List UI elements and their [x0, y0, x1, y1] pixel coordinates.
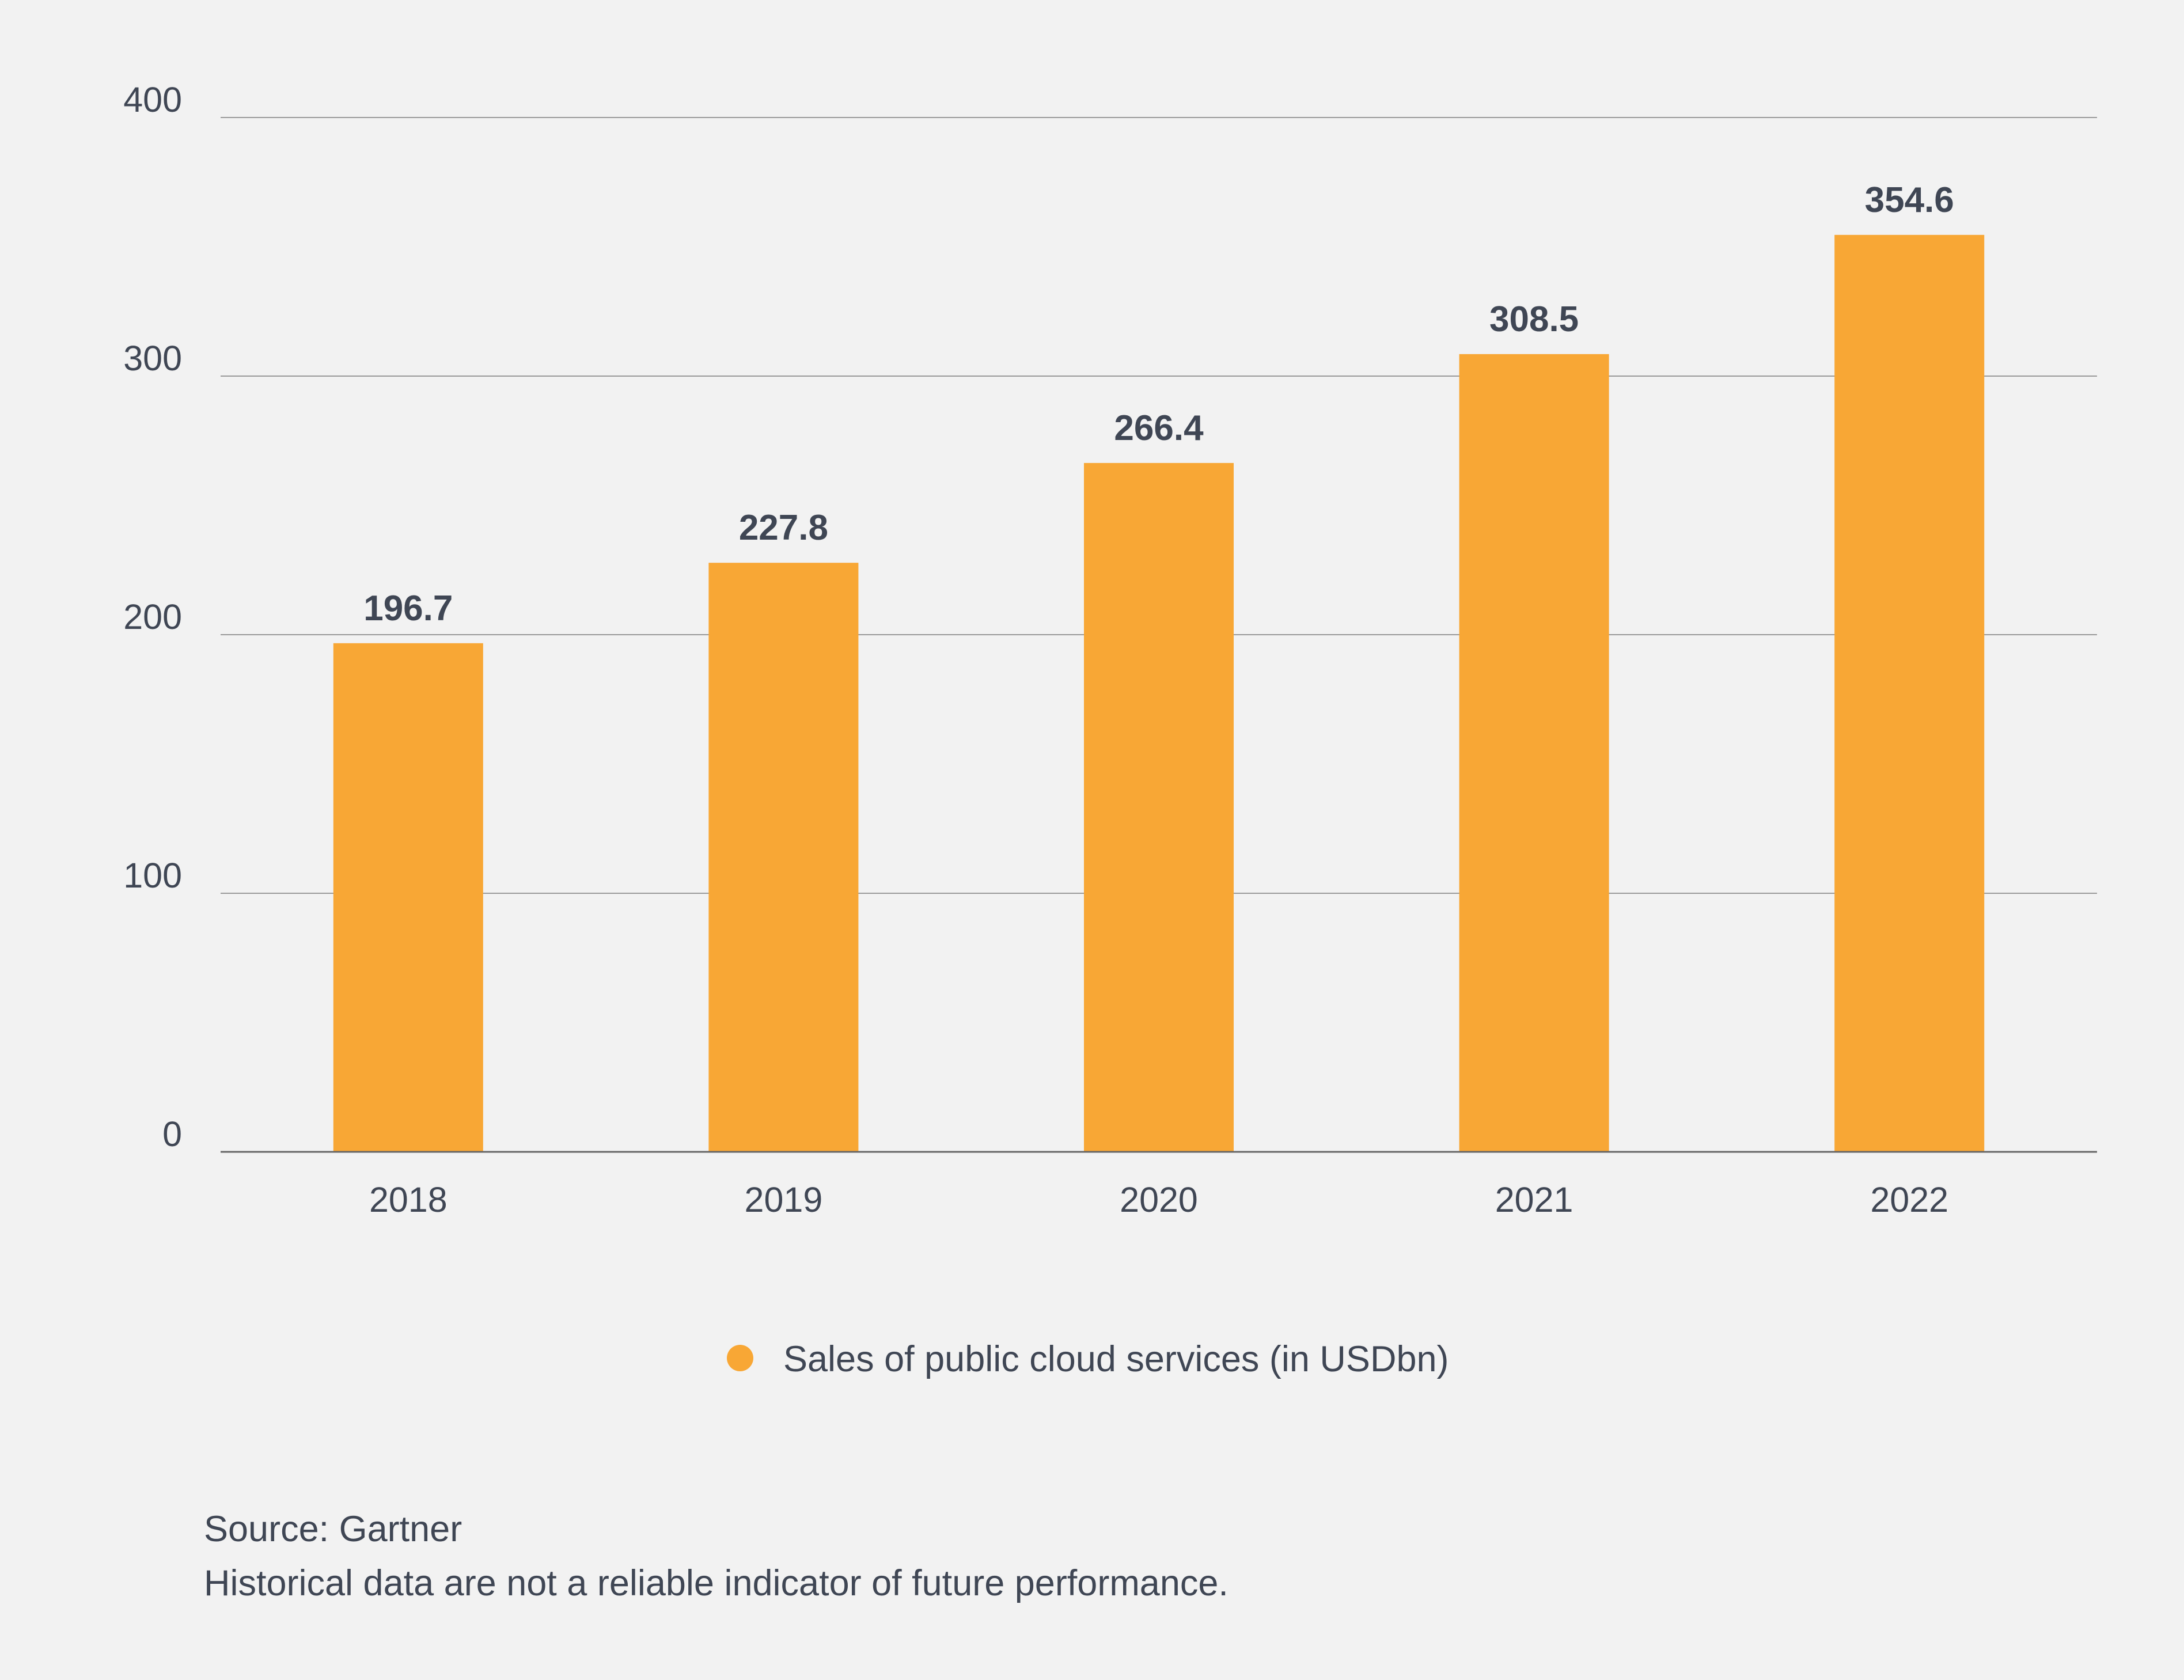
legend: Sales of public cloud services (in USDbn…	[727, 1339, 1449, 1379]
bar-2021	[1459, 354, 1609, 1152]
footer-notes: Source: Gartner Historical data are not …	[204, 1502, 1228, 1610]
bar-2019	[708, 563, 859, 1152]
x-tick-label: 2022	[1870, 1180, 1948, 1219]
disclaimer-note: Historical data are not a reliable indic…	[204, 1563, 1228, 1603]
y-axis-tick-labels: 0 100 200 300 400	[123, 80, 182, 1154]
y-tick-label: 100	[123, 856, 182, 895]
y-tick-label: 300	[123, 339, 182, 378]
legend-marker	[727, 1345, 753, 1371]
bar-2022	[1834, 234, 1985, 1152]
y-tick-label: 0	[162, 1114, 182, 1154]
y-tick-label: 200	[123, 597, 182, 636]
x-tick-label: 2018	[369, 1180, 448, 1219]
source-note: Source: Gartner	[204, 1509, 462, 1549]
bar-value-label: 354.6	[1865, 180, 1954, 220]
bar-2020	[1084, 462, 1234, 1152]
bar-value-label: 227.8	[739, 508, 828, 548]
bar-value-label: 196.7	[363, 589, 453, 628]
y-tick-label: 400	[123, 80, 182, 119]
x-axis-tick-labels: 2018 2019 2020 2021 2022	[369, 1180, 1948, 1219]
x-tick-label: 2019	[745, 1180, 823, 1219]
bar-value-label: 308.5	[1489, 299, 1579, 339]
bar-value-label: 266.4	[1114, 408, 1204, 448]
legend-label: Sales of public cloud services (in USDbn…	[783, 1339, 1449, 1379]
bar-value-labels: 196.7 227.8 266.4 308.5 354.6	[363, 180, 1954, 628]
bar-2018	[333, 643, 483, 1152]
x-tick-label: 2021	[1495, 1180, 1573, 1219]
bars	[333, 234, 1985, 1152]
x-tick-label: 2020	[1120, 1180, 1198, 1219]
